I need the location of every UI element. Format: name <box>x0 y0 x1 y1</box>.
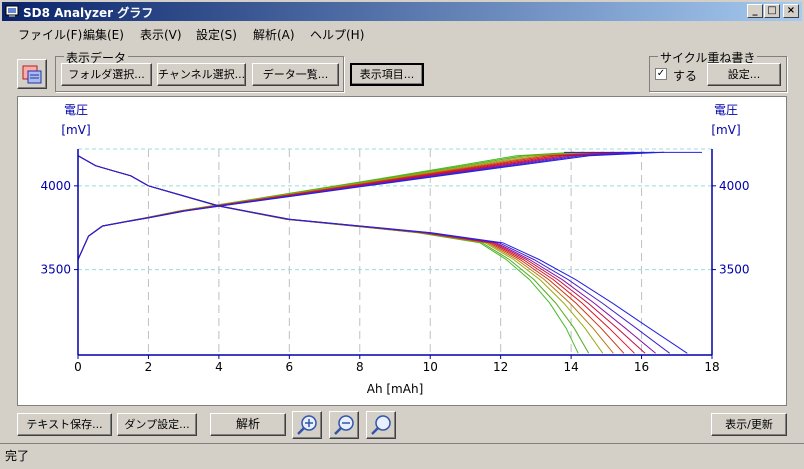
display-items-button[interactable]: 表示項目... <box>350 63 424 86</box>
charge-series-line <box>77 151 615 260</box>
y-axis-label-right-unit: [mV] <box>711 123 740 137</box>
x-tick-label: 6 <box>286 360 294 374</box>
x-tick-label: 12 <box>493 360 508 374</box>
discharge-series-line <box>77 155 590 354</box>
x-tick-label: 14 <box>563 360 578 374</box>
channel-select-label: チャンネル選択... <box>158 68 246 81</box>
y-tick-label-left: 3500 <box>40 263 71 277</box>
text-save-label: テキスト保存... <box>26 418 103 431</box>
charge-series-line <box>77 151 595 260</box>
x-tick-label: 4 <box>215 360 223 374</box>
menu-file[interactable]: ファイル(F) <box>18 28 83 42</box>
graph-toggle-button[interactable] <box>17 59 47 89</box>
chart-panel[interactable]: 0 2 4 6 8 10 12 14 16 18 3500 3500 4000 4000 Ah [mAh] 電… <box>17 96 787 406</box>
cycle-settings-button[interactable]: 設定... <box>707 63 781 86</box>
charge-series-line <box>77 151 605 260</box>
data-list-button[interactable]: データ一覧... <box>252 63 339 86</box>
cycle-overlay-group: サイクル重ね書き <box>649 49 787 92</box>
charge-series-line <box>77 151 645 260</box>
zoom-fit-button[interactable] <box>366 411 396 439</box>
display-data-label: 表示データ <box>64 49 129 66</box>
x-tick-label: 0 <box>74 360 82 374</box>
refresh-label: 表示/更新 <box>725 418 773 431</box>
menu-help[interactable]: ヘルプ(H) <box>310 28 365 42</box>
zoom-in-icon <box>297 415 317 435</box>
folder-select-label: フォルダ選択... <box>68 68 145 81</box>
analysis-button[interactable]: 解析 <box>210 413 286 436</box>
graph-icon <box>22 65 42 84</box>
maximize-button[interactable]: □ <box>764 4 780 18</box>
cycle-overlay-checkbox-label: する <box>673 69 698 83</box>
menu-analysis[interactable]: 解析(A) <box>253 28 295 42</box>
close-button[interactable]: × <box>783 4 799 18</box>
dump-settings-button[interactable]: ダンプ設定... <box>117 413 197 436</box>
refresh-button[interactable]: 表示/更新 <box>711 413 787 436</box>
app-icon <box>5 5 19 17</box>
charge-series-line <box>77 151 655 260</box>
text-save-button[interactable]: テキスト保存... <box>17 413 112 436</box>
display-items-label: 表示項目... <box>359 68 415 81</box>
x-tick-label: 10 <box>423 360 438 374</box>
channel-select-button[interactable]: チャンネル選択... <box>157 63 246 86</box>
y-axis-label-left-unit: [mV] <box>61 123 90 137</box>
cycle-overlay-label: サイクル重ね書き <box>658 49 758 66</box>
x-tick-label: 16 <box>634 360 649 374</box>
charge-series-line <box>77 151 635 260</box>
display-data-group: 表示データ <box>55 49 344 92</box>
x-tick-label: 18 <box>704 360 719 374</box>
zoom-out-button[interactable] <box>329 411 359 439</box>
data-list-label: データ一覧... <box>262 68 329 81</box>
cycle-overlay-checkbox[interactable]: ✓ <box>655 68 667 80</box>
y-tick-label-left: 4000 <box>40 179 71 193</box>
zoom-out-icon <box>334 415 354 435</box>
menu-bar: ファイル(F) 編集(E) 表示(V) 設定(S) 解析(A) ヘルプ(H) <box>0 23 804 43</box>
window-title: SD8 Analyzer グラフ <box>23 6 154 20</box>
zoom-in-button[interactable] <box>292 411 322 439</box>
status-bar: 完了 <box>0 443 804 469</box>
voltage-capacity-chart: 0 2 4 6 8 10 12 14 16 18 3500 3500 4000 4000 Ah [mAh] 電… <box>40 103 750 396</box>
y-tick-label-right: 3500 <box>719 263 750 277</box>
y-axis-label-right-name: 電圧 <box>714 103 738 117</box>
charge-series-line <box>77 151 625 260</box>
y-axis-label-left-name: 電圧 <box>64 103 88 117</box>
menu-edit[interactable]: 編集(E) <box>83 28 124 42</box>
charge-series-line <box>77 151 665 260</box>
folder-select-button[interactable]: フォルダ選択... <box>61 63 152 86</box>
menu-settings[interactable]: 設定(S) <box>196 28 237 42</box>
x-axis-label: Ah [mAh] <box>367 382 424 396</box>
status-text: 完了 <box>5 449 30 463</box>
minimize-button[interactable]: _ <box>747 4 763 18</box>
cycle-settings-label: 設定... <box>727 68 761 81</box>
title-bar[interactable]: SD8 Analyzer グラフ _ □ × <box>2 2 802 21</box>
charge-series-line <box>77 151 584 260</box>
x-tick-label: 2 <box>145 360 153 374</box>
dump-settings-label: ダンプ設定... <box>124 418 190 431</box>
discharge-series-line <box>77 155 688 354</box>
y-tick-label-right: 4000 <box>719 179 750 193</box>
x-tick-label: 8 <box>356 360 364 374</box>
discharge-series-line <box>77 155 579 354</box>
zoom-fit-icon <box>371 415 391 435</box>
menu-view[interactable]: 表示(V) <box>140 28 182 42</box>
analysis-label: 解析 <box>235 417 260 431</box>
